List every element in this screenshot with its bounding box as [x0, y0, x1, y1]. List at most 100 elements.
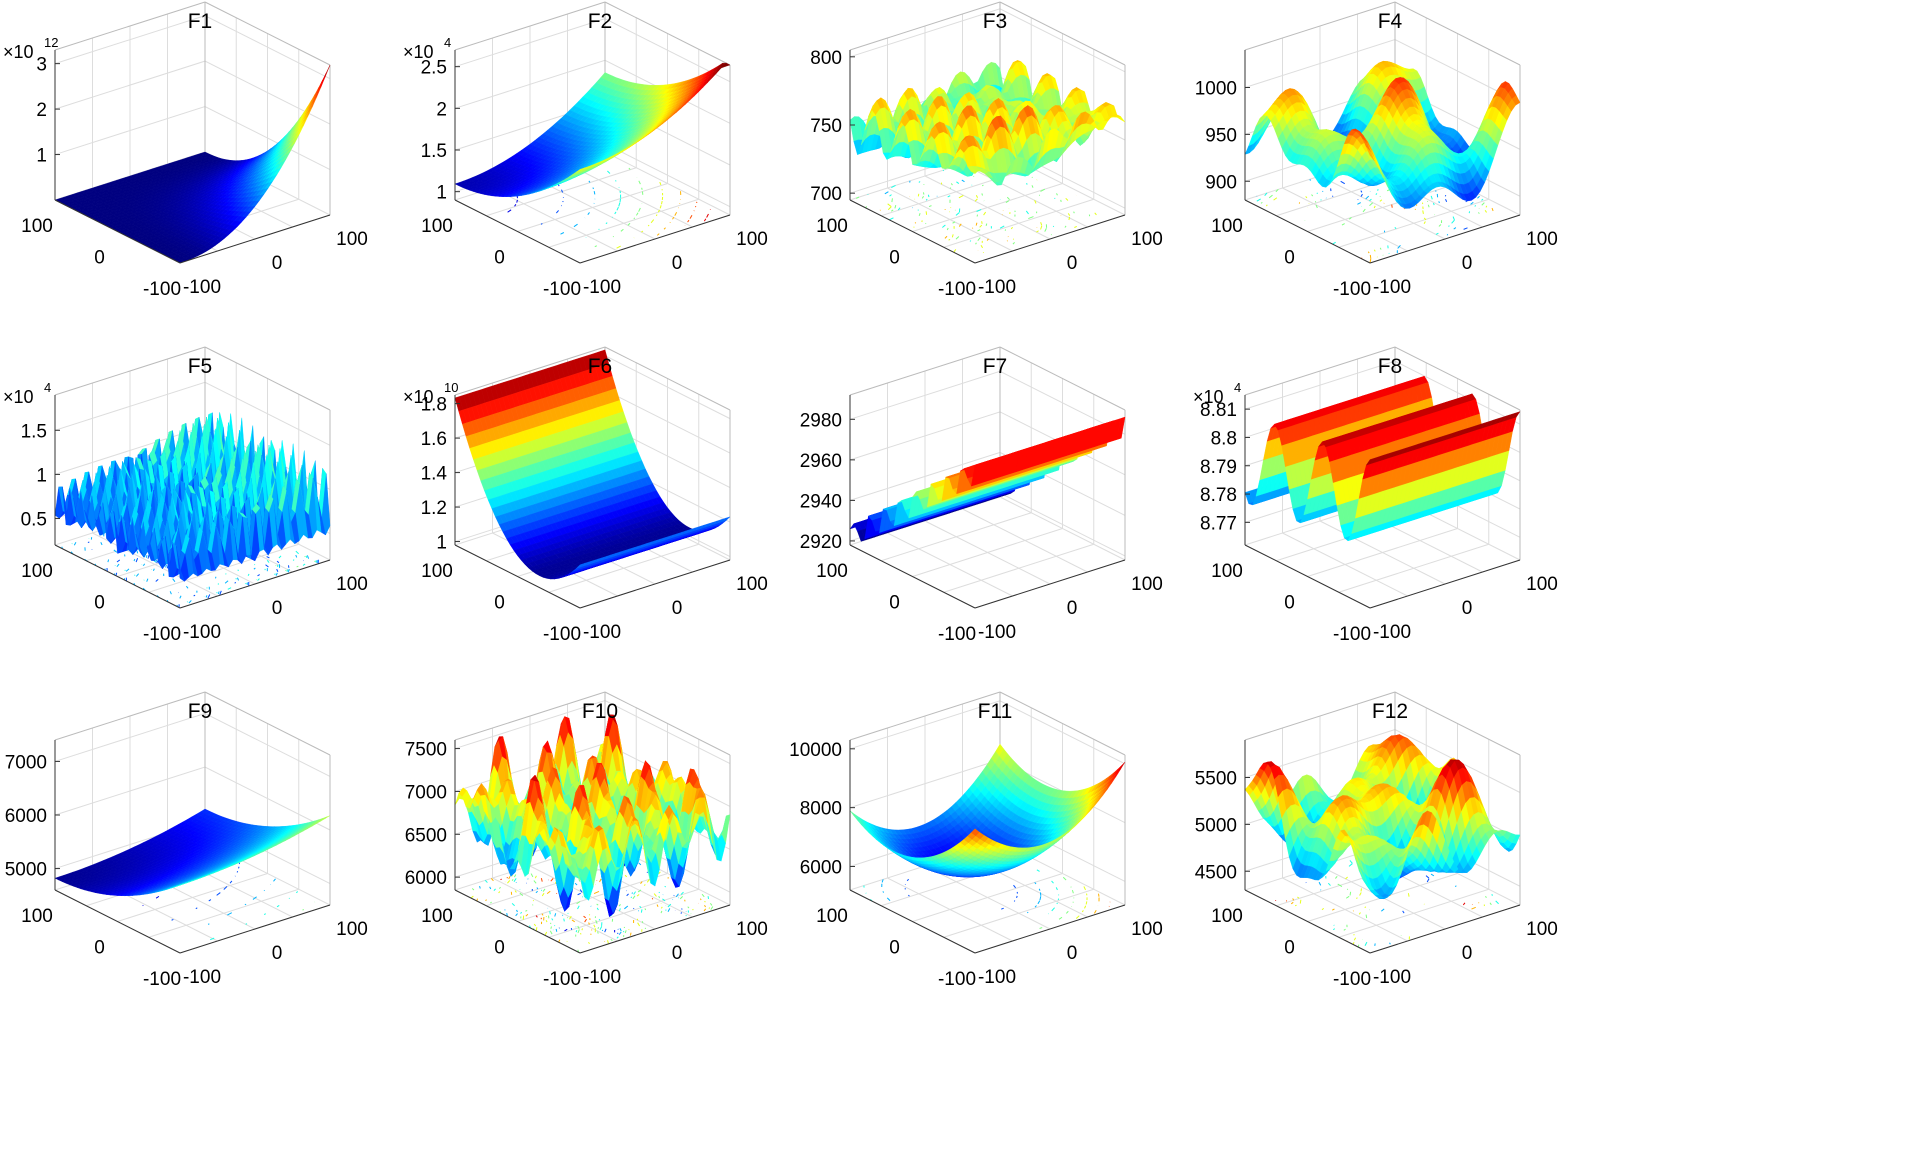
panel-title: F9	[188, 700, 213, 723]
z-axis: 5000 6000 7000	[5, 740, 60, 890]
panel-title: F3	[983, 10, 1008, 33]
z-tick-label: 7500	[405, 740, 447, 761]
y-tick-label: 0	[1462, 598, 1473, 619]
z-axis: 4500 5000 5500	[1195, 740, 1250, 890]
y-tick-label: 0	[1067, 943, 1078, 964]
x-tick-label: 100	[21, 561, 53, 582]
z-tick-label: 900	[1205, 172, 1237, 193]
contour-lines	[863, 869, 1111, 929]
y-axis: -100 0 100	[179, 559, 368, 643]
panel-title: F12	[1372, 700, 1408, 723]
x-axis: -100 0 100	[1211, 544, 1371, 645]
panel-title: F6	[588, 355, 613, 378]
z-tick-label: 6500	[405, 825, 447, 846]
z-tick-label: 1.2	[421, 498, 447, 519]
z-axis: 2920 2940 2960 2980	[800, 395, 855, 553]
x-tick-label: 100	[421, 561, 453, 582]
surface-mesh	[1244, 375, 1521, 542]
z-tick-label: 0.5	[21, 510, 47, 531]
x-tick-label: 100	[421, 216, 453, 237]
x-tick-label: 0	[1284, 593, 1295, 614]
x-tick-label: 100	[421, 906, 453, 927]
y-tick-label: 100	[736, 919, 768, 940]
x-tick-label: 0	[494, 938, 505, 959]
z-axis: 700 750 800	[810, 48, 855, 205]
z-tick-label: 6000	[800, 857, 842, 878]
panel-title: F10	[582, 700, 618, 723]
exponent-label: ×10	[403, 42, 434, 62]
surface-mesh	[454, 714, 731, 917]
surface-mesh	[849, 60, 1126, 186]
exponent-label: ×10	[1193, 387, 1224, 407]
z-axis: 0.5 1 1.5	[21, 395, 60, 545]
panel-f3: 700 750 800 -100 0 100 -100 0 100 F3	[810, 1, 1163, 300]
x-axis: -100 0 100	[816, 889, 976, 990]
z-tick-label: 2920	[800, 532, 842, 553]
y-tick-label: -100	[978, 622, 1016, 643]
panel-f10: 6000 6500 7000 7500 -100 0 100 -100 0 100 F10	[405, 691, 768, 990]
z-tick-label: 7000	[405, 782, 447, 803]
z-axis: 6000 8000 10000	[789, 740, 855, 890]
x-tick-label: -100	[143, 279, 181, 300]
panel-title: F7	[983, 355, 1008, 378]
panel-f7: 2920 2940 2960 2980 -100 0 100 -100 0 100 F7	[800, 346, 1163, 645]
x-axis: -100 0 100	[1211, 889, 1371, 990]
z-tick-label: 1	[436, 533, 447, 554]
x-axis: -100 0 100	[21, 889, 181, 990]
z-tick-label: 800	[810, 48, 842, 69]
y-tick-label: 100	[736, 229, 768, 250]
y-tick-label: 0	[1067, 253, 1078, 274]
x-tick-label: 100	[21, 906, 53, 927]
y-tick-label: -100	[978, 277, 1016, 298]
z-tick-label: 2	[436, 99, 447, 120]
y-tick-label: -100	[183, 622, 221, 643]
z-tick-label: 2.5	[421, 58, 447, 79]
panel-f4: 900 950 1000 -100 0 100 -100 0 100 F4	[1195, 1, 1558, 300]
z-tick-label: 8.79	[1200, 457, 1237, 478]
z-tick-label: 3	[36, 55, 47, 76]
y-axis: -100 0 100	[179, 904, 368, 988]
y-tick-label: -100	[583, 277, 621, 298]
y-tick-label: 0	[1462, 943, 1473, 964]
y-tick-label: -100	[1373, 967, 1411, 988]
contour-lines	[507, 167, 711, 249]
z-tick-label: 5000	[1195, 815, 1237, 836]
y-axis: -100 0 100	[1369, 904, 1558, 988]
surface-mesh	[454, 62, 731, 197]
z-axis: 1 1.2 1.4 1.6 1.8	[421, 395, 460, 554]
x-axis: -100 0 100	[421, 199, 581, 300]
x-tick-label: 100	[816, 561, 848, 582]
y-tick-label: 0	[1462, 253, 1473, 274]
y-tick-label: -100	[183, 277, 221, 298]
y-tick-label: 0	[672, 943, 683, 964]
x-tick-label: -100	[938, 279, 976, 300]
y-tick-label: 0	[272, 598, 283, 619]
x-tick-label: 0	[494, 248, 505, 269]
x-axis: -100 0 100	[1211, 199, 1371, 300]
exponent-label: ×10	[3, 387, 34, 407]
y-axis: -100 0 100	[579, 559, 768, 643]
y-tick-label: 0	[272, 253, 283, 274]
z-axis: 1 2 3	[36, 50, 60, 200]
x-tick-label: -100	[143, 624, 181, 645]
x-axis: -100 0 100	[421, 544, 581, 645]
x-tick-label: 100	[1211, 561, 1243, 582]
x-axis: -100 0 100	[816, 199, 976, 300]
x-tick-label: 0	[889, 248, 900, 269]
x-tick-label: 100	[1211, 216, 1243, 237]
y-tick-label: -100	[183, 967, 221, 988]
z-tick-label: 8.8	[1211, 428, 1237, 449]
surface-mesh	[849, 743, 1126, 878]
panel-title: F5	[188, 355, 213, 378]
z-tick-label: 1.5	[21, 421, 47, 442]
y-tick-label: 0	[672, 598, 683, 619]
panel-title: F11	[978, 700, 1013, 723]
z-tick-label: 1.8	[421, 395, 447, 416]
z-tick-label: 4500	[1195, 862, 1237, 883]
exponent-label: ×10	[403, 387, 434, 407]
z-axis: 6000 6500 7000 7500	[405, 740, 460, 890]
z-tick-label: 1.5	[421, 141, 447, 162]
panel-f5: 0.5 1 1.5 -100 0 100 -100 0 100 F5 ×10 4	[3, 346, 368, 645]
